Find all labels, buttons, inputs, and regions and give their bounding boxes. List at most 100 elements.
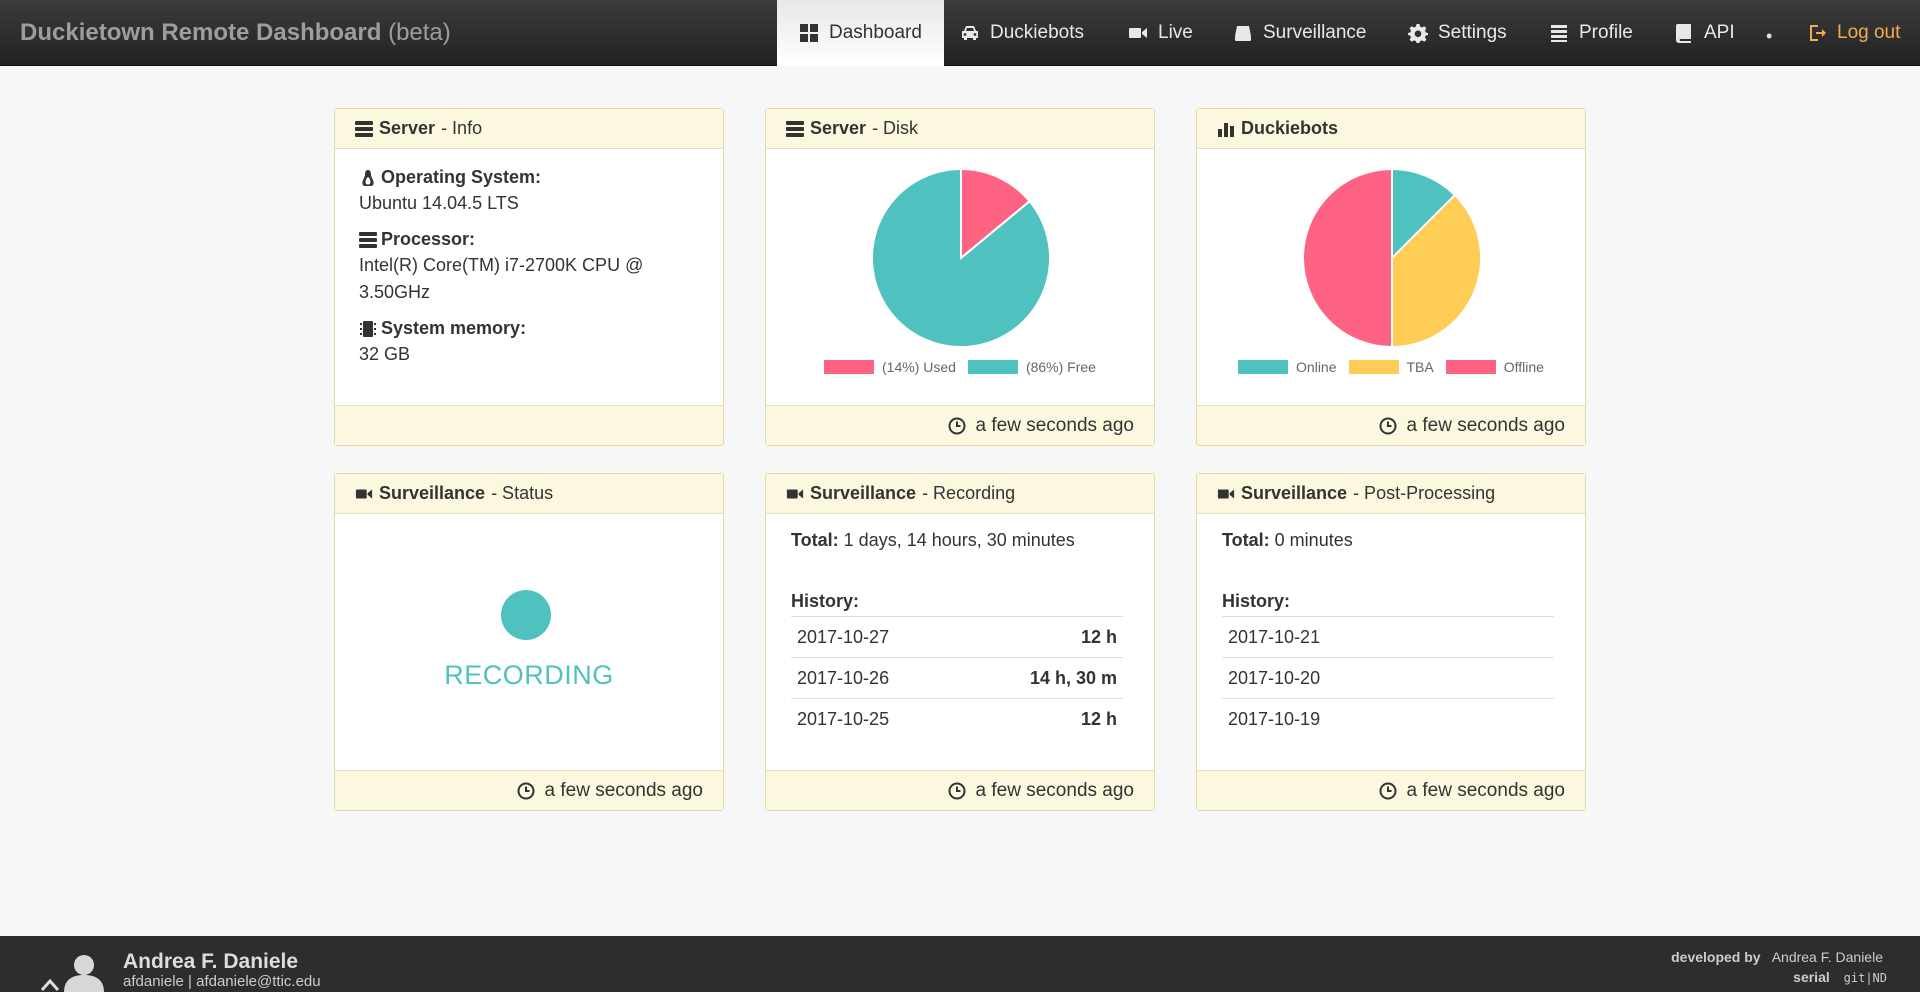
- nav-profile[interactable]: Profile: [1527, 0, 1655, 66]
- processor-value: Intel(R) Core(TM) i7-2700K CPU @ 3.50GHz: [359, 255, 644, 302]
- panel-footer: a few seconds ago: [766, 405, 1154, 445]
- table-row: 2017-10-19: [1222, 698, 1554, 740]
- legend-label: (14%) Used: [882, 359, 956, 375]
- page-footer: Andrea F. Daniele afdaniele | afdaniele@…: [0, 936, 1920, 992]
- nav-duckiebots[interactable]: Duckiebots: [938, 0, 1106, 66]
- panel-surveillance-post-processing: Surveillance - Post-Processing Total: 0 …: [1196, 473, 1586, 811]
- table-row: 2017-10-20: [1222, 657, 1554, 699]
- logout-icon: [1810, 25, 1826, 41]
- panel-title: Surveillance: [1241, 483, 1348, 503]
- table-row: 2017-10-27 12 h: [791, 616, 1123, 658]
- legend-item-offline[interactable]: Offline: [1445, 359, 1544, 375]
- last-updated: a few seconds ago: [1406, 779, 1565, 801]
- duckiebots-pie-chart: [1302, 167, 1482, 349]
- panel-header: Server - Disk: [766, 109, 1154, 149]
- panel-title: Server: [810, 118, 867, 138]
- total-row: Total: 0 minutes: [1222, 530, 1560, 551]
- panel-duckiebots: Duckiebots Online TBA Offline a few seco…: [1196, 108, 1586, 446]
- panel-footer: [335, 405, 723, 445]
- panel-footer: a few seconds ago: [1197, 770, 1585, 810]
- panel-surveillance-status: Surveillance - Status RECORDING a few se…: [334, 473, 724, 811]
- panel-body: Operating System: Ubuntu 14.04.5 LTS Pro…: [335, 149, 723, 405]
- panel-title: Server: [379, 118, 436, 138]
- chevron-up-icon[interactable]: [40, 974, 60, 992]
- serial-info: serial git|ND: [1793, 969, 1887, 985]
- brand-name: Duckietown Remote Dashboard: [20, 19, 382, 46]
- linux-icon: [362, 169, 374, 186]
- nav-settings-label: Settings: [1438, 22, 1507, 43]
- panel-server-info: Server - Info Operating System: Ubuntu 1…: [334, 108, 724, 446]
- clock-icon: [1379, 782, 1397, 799]
- nav-dashboard-label: Dashboard: [829, 22, 922, 43]
- pie-slice-86-free[interactable]: [871, 167, 1051, 348]
- panel-subtitle: - Recording: [922, 483, 1016, 503]
- panel-subtitle: - Disk: [872, 118, 919, 138]
- panel-body: Online TBA Offline: [1197, 149, 1585, 405]
- legend-swatch: [1445, 360, 1496, 374]
- total-label: Total:: [1222, 530, 1270, 550]
- list-icon: [1551, 25, 1567, 42]
- panel-footer: a few seconds ago: [1197, 405, 1585, 445]
- panel-title: Surveillance: [379, 483, 486, 503]
- nav-profile-label: Profile: [1579, 22, 1633, 43]
- processor-label: Processor:: [381, 229, 476, 249]
- history-duration: 12 h: [961, 616, 1123, 658]
- total-row: Total: 1 days, 14 hours, 30 minutes: [791, 530, 1129, 551]
- legend-item-free[interactable]: (86%) Free: [967, 359, 1096, 375]
- video-camera-icon: [355, 489, 373, 498]
- panel-header: Surveillance - Status: [335, 474, 723, 514]
- panel-title: Duckiebots: [1241, 118, 1339, 138]
- table-row: 2017-10-25 12 h: [791, 698, 1123, 740]
- pie-slice-offline[interactable]: [1302, 167, 1393, 349]
- panel-header: Surveillance - Recording: [766, 474, 1154, 514]
- nav-settings[interactable]: Settings: [1386, 0, 1529, 66]
- recording-indicator: [501, 590, 551, 640]
- legend-item-used[interactable]: (14%) Used: [824, 359, 956, 375]
- panel-header: Server - Info: [335, 109, 723, 149]
- panel-subtitle: - Info: [441, 118, 483, 138]
- history-date: 2017-10-21: [1222, 616, 1554, 658]
- clock-icon: [517, 782, 535, 799]
- legend-item-tba[interactable]: TBA: [1348, 359, 1434, 375]
- brand-title[interactable]: Duckietown Remote Dashboard (beta): [20, 19, 451, 47]
- legend-label: Online: [1296, 359, 1337, 375]
- top-navbar: Duckietown Remote Dashboard (beta) Dashb…: [0, 0, 1920, 66]
- legend-label: TBA: [1406, 359, 1434, 375]
- table-row: 2017-10-26 14 h, 30 m: [791, 657, 1123, 699]
- nav-live-label: Live: [1158, 22, 1193, 43]
- legend-swatch: [824, 360, 875, 374]
- history-table: 2017-10-27 12 h 2017-10-26 14 h, 30 m 20…: [791, 616, 1123, 740]
- legend-label: Offline: [1503, 359, 1544, 375]
- nav-live[interactable]: Live: [1106, 0, 1215, 66]
- history-date: 2017-10-20: [1222, 657, 1554, 699]
- history-date: 2017-10-19: [1222, 698, 1554, 740]
- nav-surveillance[interactable]: Surveillance: [1211, 0, 1389, 66]
- pie-slice-tba[interactable]: [1391, 193, 1482, 349]
- dashboard-grid-icon: [800, 24, 818, 42]
- total-value: 0 minutes: [1274, 530, 1353, 550]
- user-contact: afdaniele | afdaniele@ttic.edu: [123, 973, 321, 990]
- panel-body: Total: 0 minutes History: 2017-10-21 201…: [1197, 514, 1585, 770]
- pie-slice-14-used[interactable]: [960, 167, 1031, 261]
- video-camera-icon: [786, 489, 804, 498]
- avatar: [64, 955, 104, 992]
- total-label: Total:: [791, 530, 839, 550]
- hard-drive-icon: [1235, 26, 1251, 41]
- panel-body: (14%) Used (86%) Free: [766, 149, 1154, 405]
- panel-subtitle: - Post-Processing: [1353, 483, 1496, 503]
- server-icon: [359, 231, 377, 248]
- serial-label: serial: [1793, 969, 1830, 985]
- last-updated: a few seconds ago: [975, 414, 1134, 436]
- processor-label-row: Processor:: [359, 229, 699, 250]
- legend-item-online[interactable]: Online: [1238, 359, 1337, 375]
- legend-swatch: [1348, 360, 1399, 374]
- panel-footer: a few seconds ago: [335, 770, 723, 810]
- panel-server-disk: Server - Disk (14%) Used (86%) Free a fe…: [765, 108, 1155, 446]
- developed-by: developed by Andrea F. Daniele: [1671, 949, 1883, 965]
- nav-logout[interactable]: Log out: [1785, 0, 1920, 66]
- nav-api[interactable]: API: [1652, 0, 1757, 66]
- clock-icon: [948, 782, 966, 799]
- nav-dashboard[interactable]: Dashboard: [777, 0, 944, 66]
- recording-status: RECORDING: [444, 660, 614, 690]
- pie-slice-online[interactable]: [1391, 167, 1457, 261]
